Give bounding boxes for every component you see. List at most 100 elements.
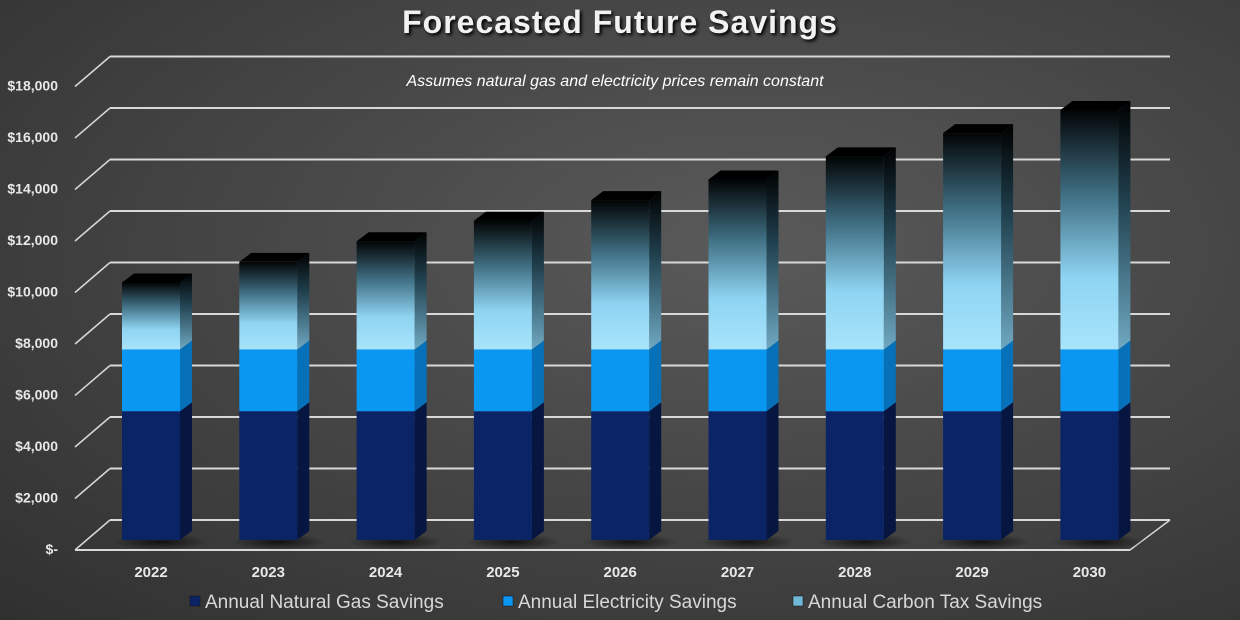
legend-swatch [502,595,514,607]
gridline-depth [74,210,111,242]
bar-annual-natural-gas-savings [239,411,298,540]
bar-annual-carbon-tax-savings [943,133,1002,350]
bar-top [473,211,544,221]
bar-annual-electricity-savings [473,349,532,412]
bar-side-annual-natural-gas-savings [414,402,427,540]
bar-annual-electricity-savings [356,349,415,412]
bar-annual-carbon-tax-savings [825,156,884,350]
y-tick-label: $12,000 [7,232,58,248]
bar-top [825,147,896,157]
bar-top [591,191,662,201]
x-tick-label: 2027 [721,564,754,581]
x-tick-label: 2029 [955,564,988,581]
y-tick-label: $14,000 [7,181,58,197]
bar-side-annual-natural-gas-savings [649,402,662,540]
bar-annual-carbon-tax-savings [1060,109,1119,350]
gridline-depth [74,55,111,88]
bar-annual-natural-gas-savings [473,411,532,540]
y-tick-label: $- [46,541,59,557]
gridline-depth [74,261,111,294]
gridline-depth [74,467,111,500]
legend-swatch [792,595,804,607]
bar-top [122,273,192,283]
gridline-depth [74,107,111,139]
bar-side-annual-electricity-savings [649,340,662,412]
x-tick-label: 2026 [604,564,637,581]
bar-side-annual-electricity-savings [1001,340,1014,412]
bar-annual-carbon-tax-savings [356,241,415,350]
bar-side-annual-carbon-tax-savings [766,170,779,350]
gridline-depth [74,364,111,397]
gridline-depth [74,158,111,191]
bar-annual-natural-gas-savings [356,411,415,540]
bar-side-annual-carbon-tax-savings [883,147,896,350]
bar-annual-carbon-tax-savings [122,282,180,350]
bar-annual-carbon-tax-savings [708,179,767,350]
bar-top [239,252,310,262]
bar-annual-natural-gas-savings [943,411,1002,540]
bar-side-annual-carbon-tax-savings [1001,124,1014,350]
gridline-depth [74,313,111,345]
bar-side-annual-electricity-savings [297,340,310,412]
bar-side-annual-carbon-tax-savings [297,252,310,350]
x-tick-label: 2023 [252,564,285,581]
bar-side-annual-carbon-tax-savings [649,191,662,350]
bar-side-annual-carbon-tax-savings [531,211,544,350]
bar-annual-electricity-savings [239,349,298,412]
bar-side-annual-electricity-savings [766,340,779,412]
chart-subtitle: Assumes natural gas and electricity pric… [405,73,824,90]
bar-annual-electricity-savings [708,349,767,412]
x-tick-label: 2024 [369,564,403,581]
y-tick-label: $6,000 [15,387,58,403]
bar-side-annual-carbon-tax-savings [1118,100,1131,350]
bar-annual-natural-gas-savings [825,411,884,540]
bar-side-annual-natural-gas-savings [531,402,544,540]
chart-title: Forecasted Future Savings [402,4,838,40]
y-tick-label: $16,000 [7,129,58,145]
y-tick-label: $8,000 [15,335,58,351]
bar-side-annual-natural-gas-savings [1118,402,1131,540]
y-tick-label: $4,000 [15,438,58,454]
x-tick-label: 2025 [486,564,519,581]
bar-top [1060,100,1131,110]
bar-side-annual-natural-gas-savings [883,402,896,540]
y-tick-label: $10,000 [7,284,58,300]
legend-label: Annual Electricity Savings [518,592,737,613]
bar-side-annual-natural-gas-savings [1001,402,1014,540]
gridline-depth [74,519,111,551]
bar-annual-natural-gas-savings [1060,411,1119,540]
bar-annual-electricity-savings [122,349,180,412]
bar-annual-carbon-tax-savings [591,200,650,350]
x-tick-label: 2022 [134,564,167,581]
bar-annual-electricity-savings [1060,349,1119,412]
bar-side-annual-carbon-tax-savings [180,273,192,350]
bar-annual-carbon-tax-savings [239,261,298,350]
bar-top [356,232,427,242]
bar-side-annual-electricity-savings [180,340,192,412]
bar-side-annual-electricity-savings [883,340,896,412]
y-tick-label: $18,000 [7,78,58,94]
bar-top [943,124,1014,134]
legend-label: Annual Carbon Tax Savings [808,592,1042,613]
bar-annual-electricity-savings [825,349,884,412]
x-tick-label: 2028 [838,564,871,581]
bar-top [708,170,779,180]
gridline-depth [74,416,111,448]
bar-side-annual-electricity-savings [414,340,427,412]
bar-annual-carbon-tax-savings [473,220,532,350]
bar-side-annual-carbon-tax-savings [414,232,427,350]
bar-annual-natural-gas-savings [591,411,650,540]
bar-annual-natural-gas-savings [122,411,180,540]
bar-annual-natural-gas-savings [708,411,767,540]
x-tick-label: 2030 [1073,564,1106,581]
bar-side-annual-natural-gas-savings [180,402,192,540]
legend-label: Annual Natural Gas Savings [205,592,444,613]
bar-side-annual-electricity-savings [531,340,544,412]
bar-side-annual-natural-gas-savings [766,402,779,540]
y-tick-label: $2,000 [15,490,58,506]
bar-side-annual-electricity-savings [1118,340,1131,412]
bar-side-annual-natural-gas-savings [297,402,310,540]
legend-swatch [189,595,201,607]
bar-annual-electricity-savings [943,349,1002,412]
